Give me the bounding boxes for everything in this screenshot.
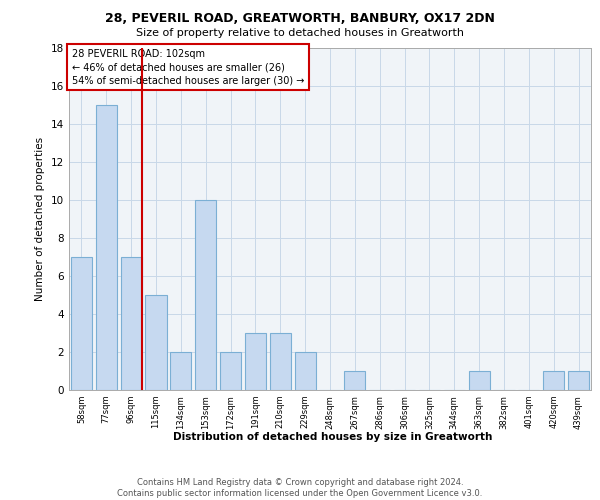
Text: Contains HM Land Registry data © Crown copyright and database right 2024.
Contai: Contains HM Land Registry data © Crown c… [118, 478, 482, 498]
Bar [220, 352, 241, 390]
Bar [469, 371, 490, 390]
Bar [96, 104, 117, 390]
Bar [568, 371, 589, 390]
Bar [245, 333, 266, 390]
Bar [295, 352, 316, 390]
Y-axis label: Number of detached properties: Number of detached properties [35, 136, 46, 301]
Bar [71, 257, 92, 390]
Bar [195, 200, 216, 390]
Bar [121, 257, 142, 390]
Text: Distribution of detached houses by size in Greatworth: Distribution of detached houses by size … [173, 432, 493, 442]
Bar [344, 371, 365, 390]
Text: Size of property relative to detached houses in Greatworth: Size of property relative to detached ho… [136, 28, 464, 38]
Bar [543, 371, 564, 390]
Text: 28 PEVERIL ROAD: 102sqm
← 46% of detached houses are smaller (26)
54% of semi-de: 28 PEVERIL ROAD: 102sqm ← 46% of detache… [71, 49, 304, 86]
Bar [270, 333, 291, 390]
Bar [145, 295, 167, 390]
Text: 28, PEVERIL ROAD, GREATWORTH, BANBURY, OX17 2DN: 28, PEVERIL ROAD, GREATWORTH, BANBURY, O… [105, 12, 495, 26]
Bar [170, 352, 191, 390]
